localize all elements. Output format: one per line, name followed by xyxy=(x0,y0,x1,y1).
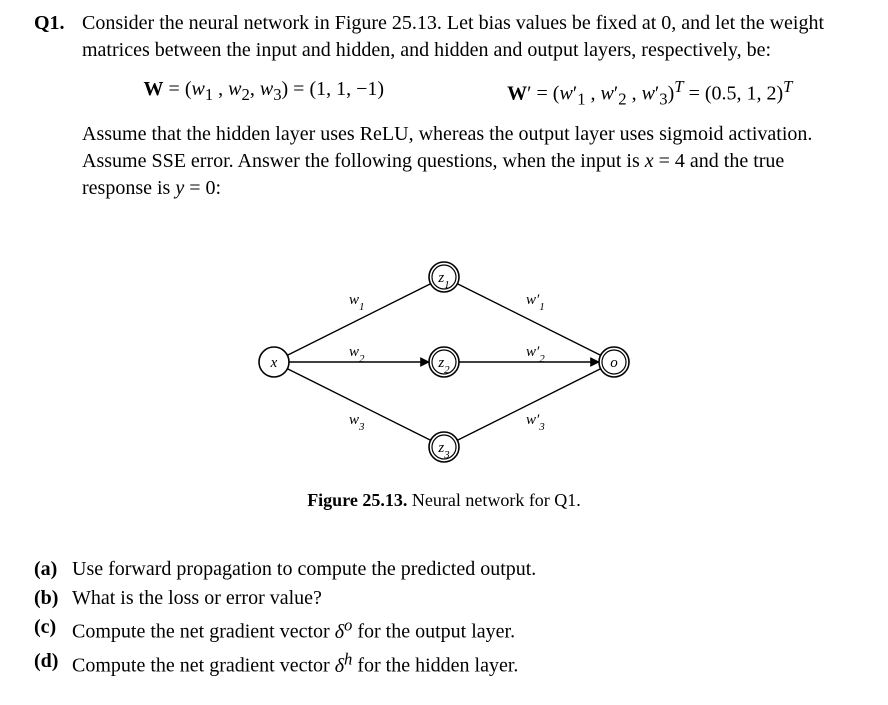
edge-label: w3 xyxy=(349,412,365,433)
edge-label: w′1 xyxy=(526,292,545,313)
edge-label: w1 xyxy=(349,292,365,313)
subpart-text: Use forward propagation to compute the p… xyxy=(72,556,536,583)
subpart-item: (c)Compute the net gradient vector δo fo… xyxy=(34,614,854,646)
subpart-label: (b) xyxy=(34,585,72,612)
node-label-x: x xyxy=(270,355,278,371)
subpart-item: (d)Compute the net gradient vector δh fo… xyxy=(34,648,854,680)
subpart-label: (a) xyxy=(34,556,72,583)
question-assume: Assume that the hidden layer uses ReLU, … xyxy=(82,121,854,202)
subpart-label: (c) xyxy=(34,614,72,646)
subpart-item: (b)What is the loss or error value? xyxy=(34,585,854,612)
subpart-label: (d) xyxy=(34,648,72,680)
subpart-item: (a)Use forward propagation to compute th… xyxy=(34,556,854,583)
edge-label: w′3 xyxy=(526,412,545,433)
figure-svg: w1w2w3w′1w′2w′3xz1z2z3o xyxy=(214,242,674,482)
node-label-o: o xyxy=(610,355,618,371)
question-body: Consider the neural network in Figure 25… xyxy=(82,10,854,202)
figure-block: w1w2w3w′1w′2w′3xz1z2z3o Figure 25.13. Ne… xyxy=(34,242,854,512)
equation-row: W = (w1 , w2, w3) = (1, 1, −1) W′ = (w′1… xyxy=(82,76,854,111)
equation-W: W = (w1 , w2, w3) = (1, 1, −1) xyxy=(144,76,385,111)
question-label: Q1. xyxy=(34,10,82,202)
figure-caption: Figure 25.13. Neural network for Q1. xyxy=(34,488,854,512)
subparts-list: (a)Use forward propagation to compute th… xyxy=(34,556,854,679)
question-block: Q1. Consider the neural network in Figur… xyxy=(34,10,854,202)
subpart-text: What is the loss or error value? xyxy=(72,585,322,612)
subpart-text: Compute the net gradient vector δh for t… xyxy=(72,648,518,680)
page-root: Q1. Consider the neural network in Figur… xyxy=(0,0,888,705)
question-intro: Consider the neural network in Figure 25… xyxy=(82,10,854,64)
edge xyxy=(457,369,600,441)
equation-Wprime: W′ = (w′1 , w′2 , w′3)T = (0.5, 1, 2)T xyxy=(507,76,792,111)
subpart-text: Compute the net gradient vector δo for t… xyxy=(72,614,515,646)
